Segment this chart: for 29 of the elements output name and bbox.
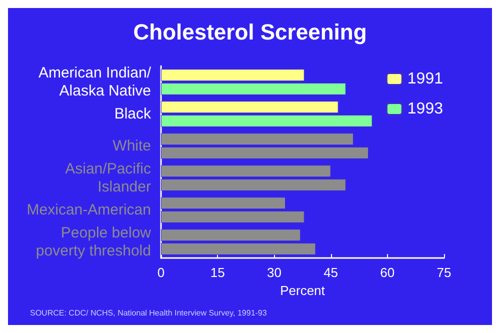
x-tick-label: 60 [380, 265, 395, 280]
x-tick-label: 75 [436, 265, 452, 280]
x-tick-label: 30 [266, 265, 282, 280]
x-tick-label: 15 [210, 265, 225, 280]
bar [161, 210, 304, 223]
y-tick-label: Black [114, 106, 152, 122]
bar [161, 101, 338, 114]
x-tick-label: 0 [157, 265, 165, 280]
y-tick-label: Asian/Pacific Islander [65, 160, 152, 196]
bar [161, 197, 286, 210]
bar [161, 229, 301, 242]
y-tick-label: Mexican-American [26, 202, 151, 218]
bar [161, 82, 346, 95]
bar [161, 114, 372, 127]
source-note: SOURCE: CDC/ NCHS, National Health Interview Survey, 1991-93 [30, 308, 268, 318]
chart-title: Cholesterol Screening [133, 20, 367, 44]
legend-label: 1991 [407, 70, 444, 88]
bar [161, 69, 304, 82]
bar [161, 146, 369, 159]
y-tick-label: People below poverty threshold [36, 224, 152, 260]
bar [161, 133, 354, 146]
y-tick-label: White [112, 138, 151, 154]
legend-label: 1993 [407, 100, 444, 118]
x-axis-title: Percent [280, 283, 326, 298]
x-tick-label: 45 [324, 265, 338, 280]
bar [161, 165, 331, 178]
bar [161, 242, 316, 255]
y-tick-label: American Indian/ Alaska Native [38, 64, 152, 100]
bar [161, 178, 346, 191]
